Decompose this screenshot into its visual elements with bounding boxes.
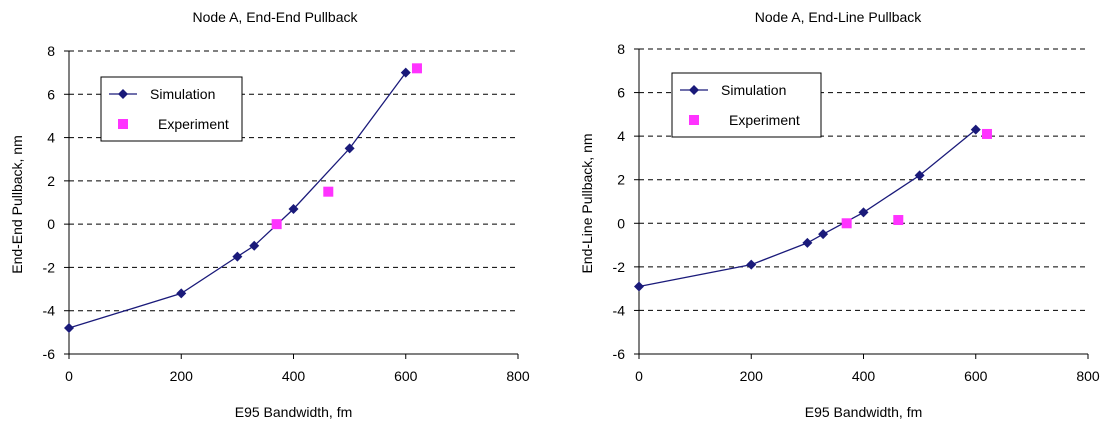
legend-box — [671, 72, 822, 138]
chart-2: Node A, End-Line Pullback 8 6 4 2 0 -2 -4 -6 0 200… — [579, 9, 1100, 420]
legend-label: Simulation — [150, 86, 215, 102]
y-tick-label: -2 — [613, 259, 626, 275]
y-tick-label: 6 — [617, 85, 625, 101]
legend-swatch-square — [118, 119, 128, 129]
data-point-square — [411, 63, 422, 74]
x-tick-label: 400 — [852, 368, 876, 384]
data-point-diamond — [634, 281, 644, 292]
x-tick-label: 600 — [964, 368, 988, 384]
legend: Simulation Experiment — [100, 76, 243, 142]
x-axis-label: E95 Bandwidth, fm — [805, 404, 923, 420]
chart-1: Node A, End-End Pullback 8 6 4 2 0 -2 -4 -6 0 200 4… — [9, 9, 530, 420]
series-line — [638, 129, 977, 288]
data-point-diamond — [858, 207, 869, 218]
series-experiment — [841, 128, 992, 229]
y-tick-label: 8 — [47, 43, 55, 59]
legend-label: Simulation — [721, 82, 786, 98]
data-point-square — [271, 219, 282, 230]
y-tick-label: 2 — [47, 173, 55, 189]
y-tick-label: -4 — [43, 303, 56, 319]
chart-title: Node A, End-Line Pullback — [755, 9, 923, 25]
x-tick-label: 800 — [1076, 368, 1100, 384]
x-tick-label: 200 — [170, 368, 194, 384]
data-point-diamond — [818, 229, 829, 240]
data-point-diamond — [970, 124, 981, 135]
x-tick-label: 200 — [740, 368, 764, 384]
y-tick-label: 0 — [617, 215, 625, 231]
data-point-diamond — [914, 170, 925, 181]
legend-swatch-diamond — [118, 89, 128, 99]
x-tick-label: 0 — [65, 368, 73, 384]
data-point-diamond — [802, 237, 813, 248]
x-tick-label: 800 — [506, 368, 530, 384]
y-tick-label: -4 — [613, 302, 626, 318]
series-experiment — [271, 63, 422, 230]
data-point-diamond — [249, 240, 260, 251]
y-axis-label: End-End Pullback, nm — [9, 135, 25, 274]
legend: Simulation Experiment — [671, 72, 822, 138]
y-tick-label: -6 — [613, 346, 626, 362]
series-simulation — [634, 124, 981, 292]
data-point-square — [841, 218, 852, 229]
legend-label: Experiment — [729, 112, 800, 128]
legend-swatch-diamond — [689, 85, 699, 95]
y-tick-label: 6 — [47, 86, 55, 102]
legend-box — [100, 76, 243, 142]
data-point-diamond — [400, 67, 411, 78]
y-tick-label: 0 — [47, 216, 55, 232]
legend-swatch-square — [689, 115, 699, 125]
data-point-square — [323, 186, 334, 197]
chart-title: Node A, End-End Pullback — [193, 9, 359, 25]
x-tick-label: 0 — [635, 368, 643, 384]
y-tick-label: 4 — [47, 130, 55, 146]
data-point-diamond — [64, 323, 74, 334]
y-tick-label: -6 — [43, 346, 56, 362]
data-point-diamond — [176, 288, 187, 299]
data-point-square — [893, 215, 904, 226]
y-tick-label: 4 — [617, 128, 625, 144]
data-point-square — [981, 128, 992, 139]
data-point-diamond — [344, 143, 355, 154]
x-tick-label: 400 — [282, 368, 306, 384]
data-point-diamond — [232, 251, 243, 262]
y-tick-label: -2 — [43, 259, 56, 275]
data-point-diamond — [746, 259, 757, 270]
x-axis-label: E95 Bandwidth, fm — [235, 404, 353, 420]
y-axis-label: End-Line Pullback, nm — [579, 133, 595, 273]
series-simulation — [64, 67, 411, 334]
legend-label: Experiment — [158, 116, 229, 132]
y-tick-label: 8 — [617, 41, 625, 57]
x-tick-label: 600 — [394, 368, 418, 384]
y-tick-label: 2 — [617, 172, 625, 188]
data-point-diamond — [288, 203, 299, 214]
